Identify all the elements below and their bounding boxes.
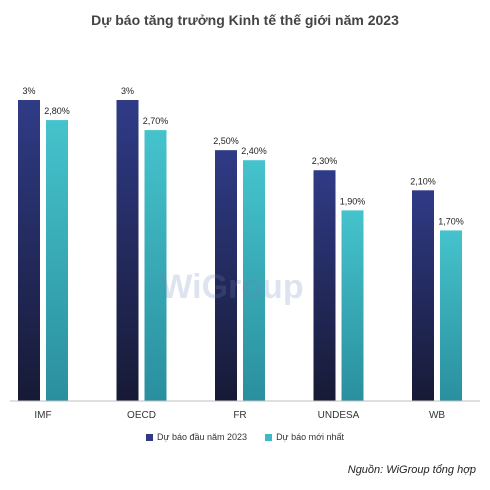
legend-swatch-teal [265, 433, 273, 441]
category-label-fr: FR [233, 410, 246, 421]
legend-label-latest: Dự báo mới nhất [276, 432, 345, 442]
bar-undesa-series-1 [341, 210, 364, 401]
data-label-wb-series-0: 2,10% [410, 176, 436, 186]
bar-oecd-series-1 [144, 130, 167, 401]
labels-layer: 3% 2,80% IMF 3% 2,70% OECD 2,50%2,40% FR 2,30% 1,… [22, 86, 463, 421]
bar-imf-series-1 [46, 120, 68, 402]
bar-wb-series-1 [440, 230, 462, 401]
bar-wb-series-0 [412, 190, 434, 401]
bar-fr-series-0 [215, 150, 237, 401]
category-label-imf: IMF [34, 410, 51, 421]
legend-item-latest: Dự báo mới nhất [265, 432, 344, 442]
legend-item-early-2023: Dự báo đầu năm 2023 [145, 432, 248, 442]
data-label-imf-series-0: 3% [22, 86, 35, 96]
category-label-wb: WB [429, 410, 445, 421]
category-label-oecd: OECD [127, 410, 156, 421]
category-label-undesa: UNDESA [318, 410, 360, 421]
data-label-undesa-series-0: 2,30% [312, 156, 338, 166]
data-label-wb-series-1: 1,70% [438, 216, 464, 226]
legend: Dự báo đầu năm 2023 Dự báo mới nhất [0, 432, 490, 442]
bars-layer [18, 100, 462, 402]
bar-undesa-series-0 [313, 170, 336, 401]
bar-imf-series-0 [18, 100, 40, 401]
source-note: Nguồn: WiGroup tổng hợp [347, 464, 476, 476]
data-label-fr-series-0: 2,50% [213, 136, 239, 146]
data-label-oecd-series-1: 2,70% [143, 116, 169, 126]
watermark-logo: WiGroup [160, 268, 303, 306]
chart-title: Dự báo tăng trưởng Kinh tế thế giới năm … [91, 12, 399, 28]
bar-oecd-series-0 [116, 100, 139, 401]
data-label-imf-series-1: 2,80% [44, 106, 70, 116]
legend-swatch-dark [145, 433, 153, 441]
data-label-fr-series-1: 2,40% [241, 146, 267, 156]
data-label-oecd-series-0: 3% [121, 86, 134, 96]
data-label-undesa-series-1: 1,90% [340, 196, 366, 206]
legend-label-early-2023: Dự báo đầu năm 2023 [156, 432, 248, 442]
bar-fr-series-1 [243, 160, 265, 401]
